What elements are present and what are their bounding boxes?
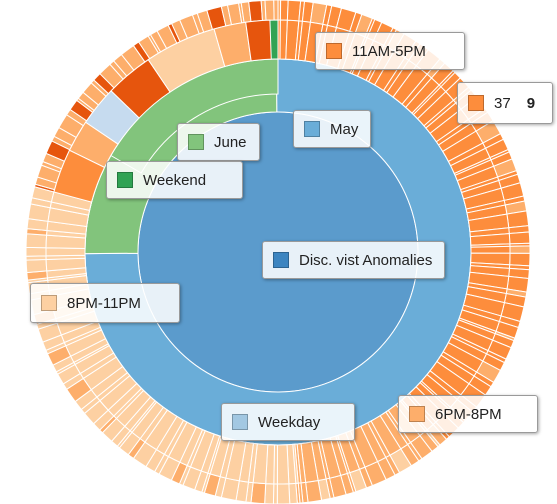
t8-11-swatch [41,295,57,311]
tooltip-box: 37 9 [457,82,553,124]
label-june[interactable]: June [177,123,260,161]
label-8pm-11pm-text: 8PM-11PM [67,294,141,312]
label-june-text: June [214,133,247,151]
label-weekend[interactable]: Weekend [106,161,243,199]
label-6pm-8pm[interactable]: 6PM-8PM [398,395,538,433]
weekday-swatch [232,414,248,430]
label-may-text: May [330,120,359,138]
leaf-weekend-leaf-37[interactable] [264,0,275,21]
label-11am-5pm-text: 11AM-5PM [352,42,426,60]
label-weekday-text: Weekday [258,413,321,431]
leaf-8pm-11pm-leaf-2[interactable] [276,483,291,504]
leaf-11am-5pm-leaf-43[interactable] [508,231,531,245]
label-weekend-text: Weekend [143,171,207,189]
may-swatch [304,121,320,137]
tooltip-index: 9 [526,94,536,112]
label-root[interactable]: Disc. vist Anomalies [262,241,446,279]
leaf-weekend-leaf-38[interactable] [273,0,279,21]
leaf-11am-5pm-leaf-41[interactable] [506,210,530,229]
leaf-weekend-leaf-35[interactable] [248,0,263,23]
ring-weekend-f[interactable] [245,19,272,62]
sunburst-leaf-slices [25,0,531,504]
ring-weekend-g[interactable] [53,149,106,203]
ring-11am-5pm-leaf-45[interactable] [470,245,511,254]
t11-5-swatch [326,43,342,59]
leaf-8pm-11pm-leaf-46[interactable] [25,258,48,274]
june-swatch [188,134,204,150]
label-may[interactable]: May [293,110,372,148]
leaf-8pm-11pm-leaf-49[interactable] [25,233,48,249]
root-swatch [273,252,289,268]
tooltip-swatch [468,95,484,111]
leaf-11am-5pm-leaf-45[interactable] [509,245,531,254]
label-weekday[interactable]: Weekday [221,403,355,441]
leaf-11am-5pm-leaf-46[interactable] [509,252,531,267]
ring-8pm-11pm-leaf-48[interactable] [45,247,86,257]
label-root-text: Disc. vist Anomalies [299,251,433,269]
ring-8pm-11pm-leaf-2[interactable] [276,444,290,485]
tooltip-count: 37 [494,94,511,112]
t6-8-swatch [409,406,425,422]
label-8pm-11pm[interactable]: 8PM-11PM [30,283,180,323]
label-11am-5pm[interactable]: 11AM-5PM [315,32,465,70]
leaf-8pm-11pm-leaf-48[interactable] [25,246,47,257]
label-6pm-8pm-text: 6PM-8PM [435,405,502,423]
weekend-swatch [117,172,133,188]
